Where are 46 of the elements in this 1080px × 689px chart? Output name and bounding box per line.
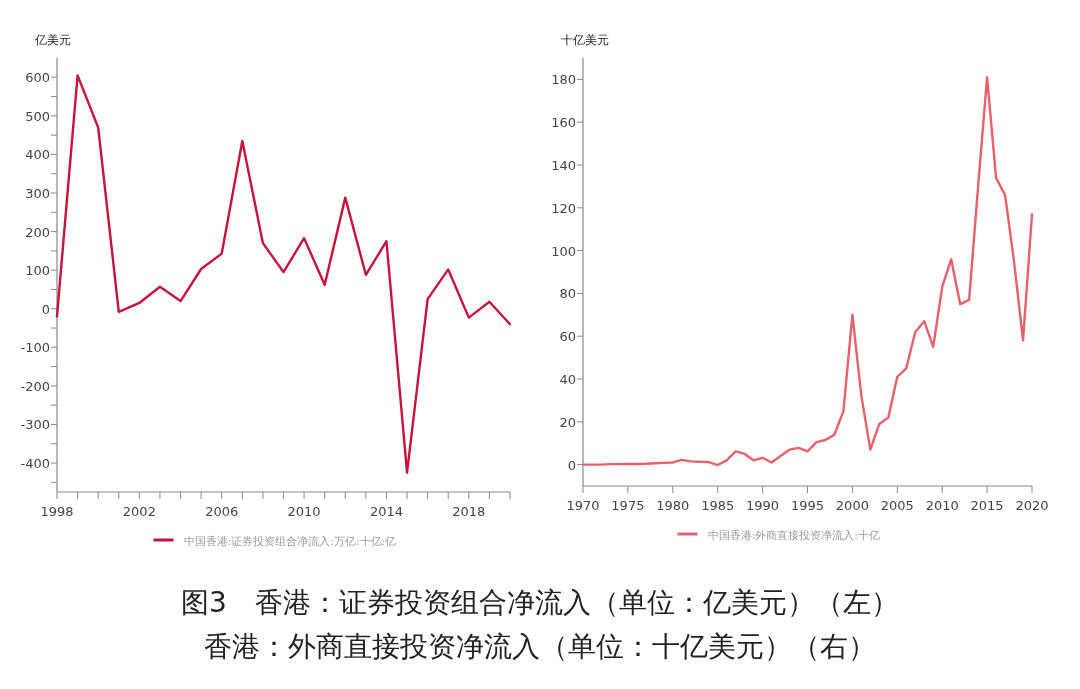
legend-label: 中国香港:证券投资组合净流入:万亿:十亿:亿 (183, 535, 397, 548)
x-tick-label: 1970 (566, 498, 600, 513)
x-tick-label: 2020 (1015, 498, 1049, 513)
x-tick-label: 1975 (611, 498, 645, 513)
y-tick-label: 60 (559, 329, 576, 345)
y-tick-label: 80 (559, 286, 576, 302)
x-tick-label: 2006 (205, 504, 239, 519)
x-tick-label: 2002 (122, 504, 156, 519)
y-tick-label: -400 (20, 456, 50, 472)
x-tick-label: 1980 (656, 498, 690, 513)
y-tick-label: -100 (20, 340, 50, 356)
caption: 图3 香港：证券投资组合净流入（单位：亿美元）（左） (181, 586, 899, 619)
x-tick-label: 2015 (970, 498, 1004, 513)
y-tick-label: 100 (551, 243, 576, 259)
y-tick-label: 500 (25, 108, 50, 124)
x-tick-label: 2010 (925, 498, 959, 513)
y-tick-label: 0 (567, 457, 576, 473)
y-tick-label: 600 (25, 70, 50, 86)
x-tick-label: 1998 (40, 504, 74, 519)
x-tick-label: 2018 (452, 504, 486, 519)
x-tick-label: 1995 (790, 498, 825, 513)
y-tick-label: 300 (25, 186, 50, 202)
y-axis-title: 十亿美元 (561, 33, 609, 47)
x-tick-label: 2005 (880, 498, 914, 513)
x-tick-label: 1990 (746, 498, 780, 513)
y-tick-label: 0 (41, 301, 50, 317)
y-tick-label: -300 (20, 417, 50, 433)
y-tick-label: 200 (25, 224, 50, 240)
y-tick-label: 140 (551, 158, 576, 173)
line-series (581, 76, 1034, 467)
legend-label: 中国香港:外商直接投资净流入:十亿 (707, 529, 880, 542)
y-tick-label: 160 (551, 115, 576, 131)
y-tick-label: 100 (25, 263, 50, 279)
x-tick-label: 2014 (369, 504, 403, 519)
x-tick-label: 2010 (287, 504, 321, 519)
y-tick-label: 180 (551, 72, 576, 88)
y-tick-label: 20 (559, 414, 576, 430)
x-tick-label: 2000 (835, 498, 869, 513)
line-series (55, 74, 512, 474)
x-tick-label: 1985 (701, 498, 735, 513)
y-tick-label: 400 (25, 147, 50, 163)
y-tick-label: 120 (551, 200, 576, 216)
y-tick-label: -200 (20, 378, 50, 394)
y-axis-title: 亿美元 (34, 33, 71, 47)
text: 香港：外商直接投资净流入（单位：十亿美元）（右） (204, 630, 876, 663)
y-tick-label: 40 (559, 372, 576, 387)
